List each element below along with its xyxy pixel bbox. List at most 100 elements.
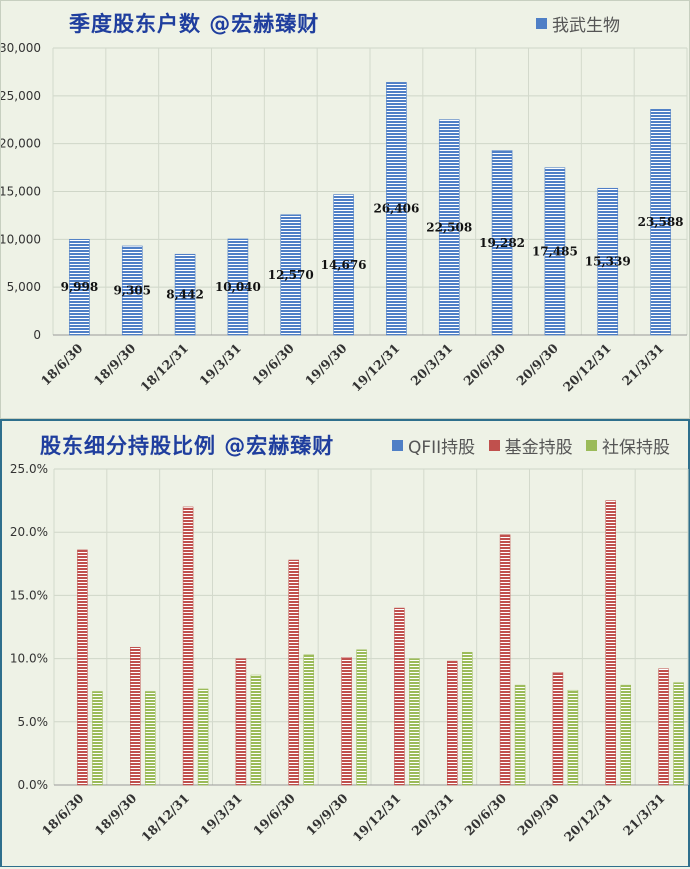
legend-swatch bbox=[536, 18, 547, 29]
bar-fund bbox=[658, 668, 669, 786]
y-tick-label: 20.0% bbox=[10, 525, 48, 539]
x-tick-label: 18/9/30 bbox=[91, 340, 139, 388]
x-tick-label: 20/12/31 bbox=[560, 341, 614, 395]
bar-social-security bbox=[567, 689, 579, 786]
legend-swatch bbox=[488, 440, 500, 451]
x-tick-label: 18/6/30 bbox=[38, 340, 86, 388]
x-tick-label: 19/3/31 bbox=[197, 791, 245, 839]
legend-swatch bbox=[392, 440, 403, 451]
x-tick-label: 20/3/31 bbox=[408, 341, 456, 389]
data-label: 23,588 bbox=[638, 215, 684, 229]
bar-fund bbox=[499, 534, 511, 786]
legend: QFII持股 基金持股 社保持股 bbox=[384, 433, 670, 458]
legend-swatch bbox=[586, 440, 597, 451]
y-tick-label: 25.0% bbox=[10, 462, 48, 476]
y-tick-label: 30,000 bbox=[1, 41, 41, 55]
x-tick-label: 19/12/31 bbox=[349, 341, 403, 395]
y-tick-label: 15,000 bbox=[1, 185, 41, 199]
x-tick-label: 18/12/31 bbox=[137, 341, 191, 395]
x-tick-label: 21/3/31 bbox=[619, 341, 667, 389]
x-tick-label: 20/12/31 bbox=[561, 791, 615, 845]
data-label: 8,442 bbox=[166, 288, 204, 302]
bar bbox=[121, 245, 143, 336]
data-label: 14,676 bbox=[321, 258, 367, 272]
bar bbox=[333, 194, 354, 336]
holding-ratio-plot: 0.0% 5.0% 10.0% 15.0% 20.0% 25.0% 18/6/30 18/9/… bbox=[10, 462, 689, 845]
x-tick-label: 19/9/30 bbox=[303, 790, 351, 838]
legend-item: 社保持股 bbox=[586, 433, 670, 458]
x-tick-label: 19/6/30 bbox=[250, 790, 298, 838]
bar-social-security bbox=[462, 652, 473, 786]
bar-social-security bbox=[673, 682, 684, 786]
chart-title: 股东细分持股比例 @宏赫臻财 bbox=[40, 434, 335, 458]
legend-label: QFII持股 bbox=[408, 438, 476, 458]
y-tick-label: 10,000 bbox=[1, 232, 41, 246]
x-tick-label: 19/12/31 bbox=[350, 791, 404, 845]
legend-label: 基金持股 bbox=[504, 438, 573, 458]
y-tick-label: 10.0% bbox=[10, 652, 48, 666]
bar bbox=[650, 109, 671, 336]
data-label: 9,305 bbox=[113, 283, 151, 297]
x-tick-label: 20/9/30 bbox=[514, 790, 562, 838]
legend-label: 我武生物 bbox=[552, 16, 620, 36]
y-tick-label: 0 bbox=[33, 328, 41, 342]
x-tick-label: 19/9/30 bbox=[302, 340, 350, 388]
x-tick-label: 20/6/30 bbox=[461, 790, 509, 838]
bar bbox=[386, 82, 407, 336]
data-label: 26,406 bbox=[373, 202, 419, 216]
y-tick-label: 25,000 bbox=[1, 89, 41, 103]
legend-item: 基金持股 bbox=[488, 433, 573, 458]
data-label: 22,508 bbox=[426, 220, 472, 234]
bar-fund bbox=[130, 646, 141, 786]
bar-social-security bbox=[92, 691, 103, 786]
bar-fund bbox=[447, 660, 458, 786]
bar bbox=[491, 150, 513, 336]
x-tick-label: 18/9/30 bbox=[92, 790, 140, 838]
legend: 我武生物 bbox=[528, 11, 620, 36]
x-tick-label: 18/6/30 bbox=[39, 790, 87, 838]
bar-social-security bbox=[356, 649, 367, 786]
bar-fund bbox=[605, 500, 616, 786]
x-tick-label: 20/3/31 bbox=[409, 791, 457, 839]
bar bbox=[280, 214, 302, 336]
bar bbox=[597, 187, 619, 336]
bar-social-security bbox=[303, 654, 314, 786]
y-tick-label: 20,000 bbox=[1, 137, 41, 151]
x-tick-label: 20/9/30 bbox=[513, 340, 561, 388]
bar-fund bbox=[288, 559, 299, 786]
bar-social-security bbox=[514, 684, 526, 786]
bar-social-security bbox=[250, 674, 262, 786]
y-tick-label: 0.0% bbox=[18, 778, 49, 792]
bar-social-security bbox=[197, 688, 209, 786]
bar bbox=[174, 253, 196, 336]
bar bbox=[544, 167, 566, 336]
bar-fund bbox=[552, 672, 564, 786]
data-label: 10,040 bbox=[215, 280, 261, 294]
data-label: 19,282 bbox=[479, 236, 525, 250]
y-tick-label: 5,000 bbox=[7, 280, 41, 294]
legend-label: 社保持股 bbox=[602, 438, 670, 458]
data-label: 12,570 bbox=[268, 268, 314, 282]
data-label: 15,339 bbox=[585, 255, 631, 269]
shareholder-count-plot: 0 5,000 10,000 15,000 20,000 25,000 30,000 9,99… bbox=[1, 41, 688, 395]
data-label: 17,485 bbox=[532, 244, 578, 258]
bar-fund bbox=[394, 607, 405, 786]
chart-title: 季度股东户数 @宏赫臻财 bbox=[69, 12, 320, 36]
x-tick-label: 19/3/31 bbox=[196, 341, 244, 389]
x-tick-label: 19/6/30 bbox=[249, 340, 297, 388]
bar bbox=[438, 119, 460, 336]
holding-ratio-chart: 0.0% 5.0% 10.0% 15.0% 20.0% 25.0% 18/6/30 18/9/… bbox=[0, 419, 690, 867]
bar-fund bbox=[235, 658, 247, 786]
x-tick-label: 18/12/31 bbox=[138, 791, 192, 845]
bar bbox=[69, 239, 90, 336]
x-tick-label: 20/6/30 bbox=[460, 340, 508, 388]
legend-item: 我武生物 bbox=[536, 11, 620, 36]
data-label: 9,998 bbox=[61, 280, 99, 294]
bar-fund bbox=[182, 506, 194, 786]
y-tick-label: 15.0% bbox=[10, 588, 48, 602]
y-tick-label: 5.0% bbox=[18, 715, 49, 729]
bar-social-security bbox=[620, 684, 631, 786]
x-tick-label: 21/3/31 bbox=[620, 791, 668, 839]
bar-social-security bbox=[145, 691, 156, 786]
bar-fund bbox=[341, 657, 352, 786]
